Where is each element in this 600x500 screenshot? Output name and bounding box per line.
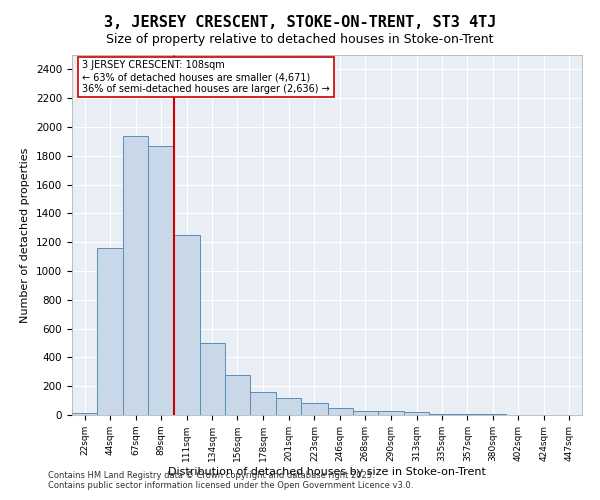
Bar xyxy=(429,414,454,415)
Bar xyxy=(353,412,378,415)
Bar xyxy=(481,414,506,415)
Bar xyxy=(404,412,429,415)
Bar xyxy=(250,392,276,415)
Text: 3, JERSEY CRESCENT, STOKE-ON-TRENT, ST3 4TJ: 3, JERSEY CRESCENT, STOKE-ON-TRENT, ST3 … xyxy=(104,15,496,30)
Text: Contains HM Land Registry data © Crown copyright and database right 2025.
Contai: Contains HM Land Registry data © Crown c… xyxy=(48,470,413,490)
X-axis label: Distribution of detached houses by size in Stoke-on-Trent: Distribution of detached houses by size … xyxy=(168,466,486,476)
Bar xyxy=(328,408,353,415)
Text: 3 JERSEY CRESCENT: 108sqm
← 63% of detached houses are smaller (4,671)
36% of se: 3 JERSEY CRESCENT: 108sqm ← 63% of detac… xyxy=(82,60,330,94)
Bar xyxy=(97,248,124,415)
Bar xyxy=(200,343,225,415)
Bar xyxy=(124,136,148,415)
Bar xyxy=(276,398,301,415)
Text: Size of property relative to detached houses in Stoke-on-Trent: Size of property relative to detached ho… xyxy=(106,32,494,46)
Bar xyxy=(72,413,97,415)
Bar xyxy=(454,414,481,415)
Bar xyxy=(225,374,250,415)
Bar xyxy=(173,235,200,415)
Bar xyxy=(148,146,173,415)
Bar xyxy=(378,412,404,415)
Y-axis label: Number of detached properties: Number of detached properties xyxy=(20,148,31,322)
Bar xyxy=(301,404,328,415)
